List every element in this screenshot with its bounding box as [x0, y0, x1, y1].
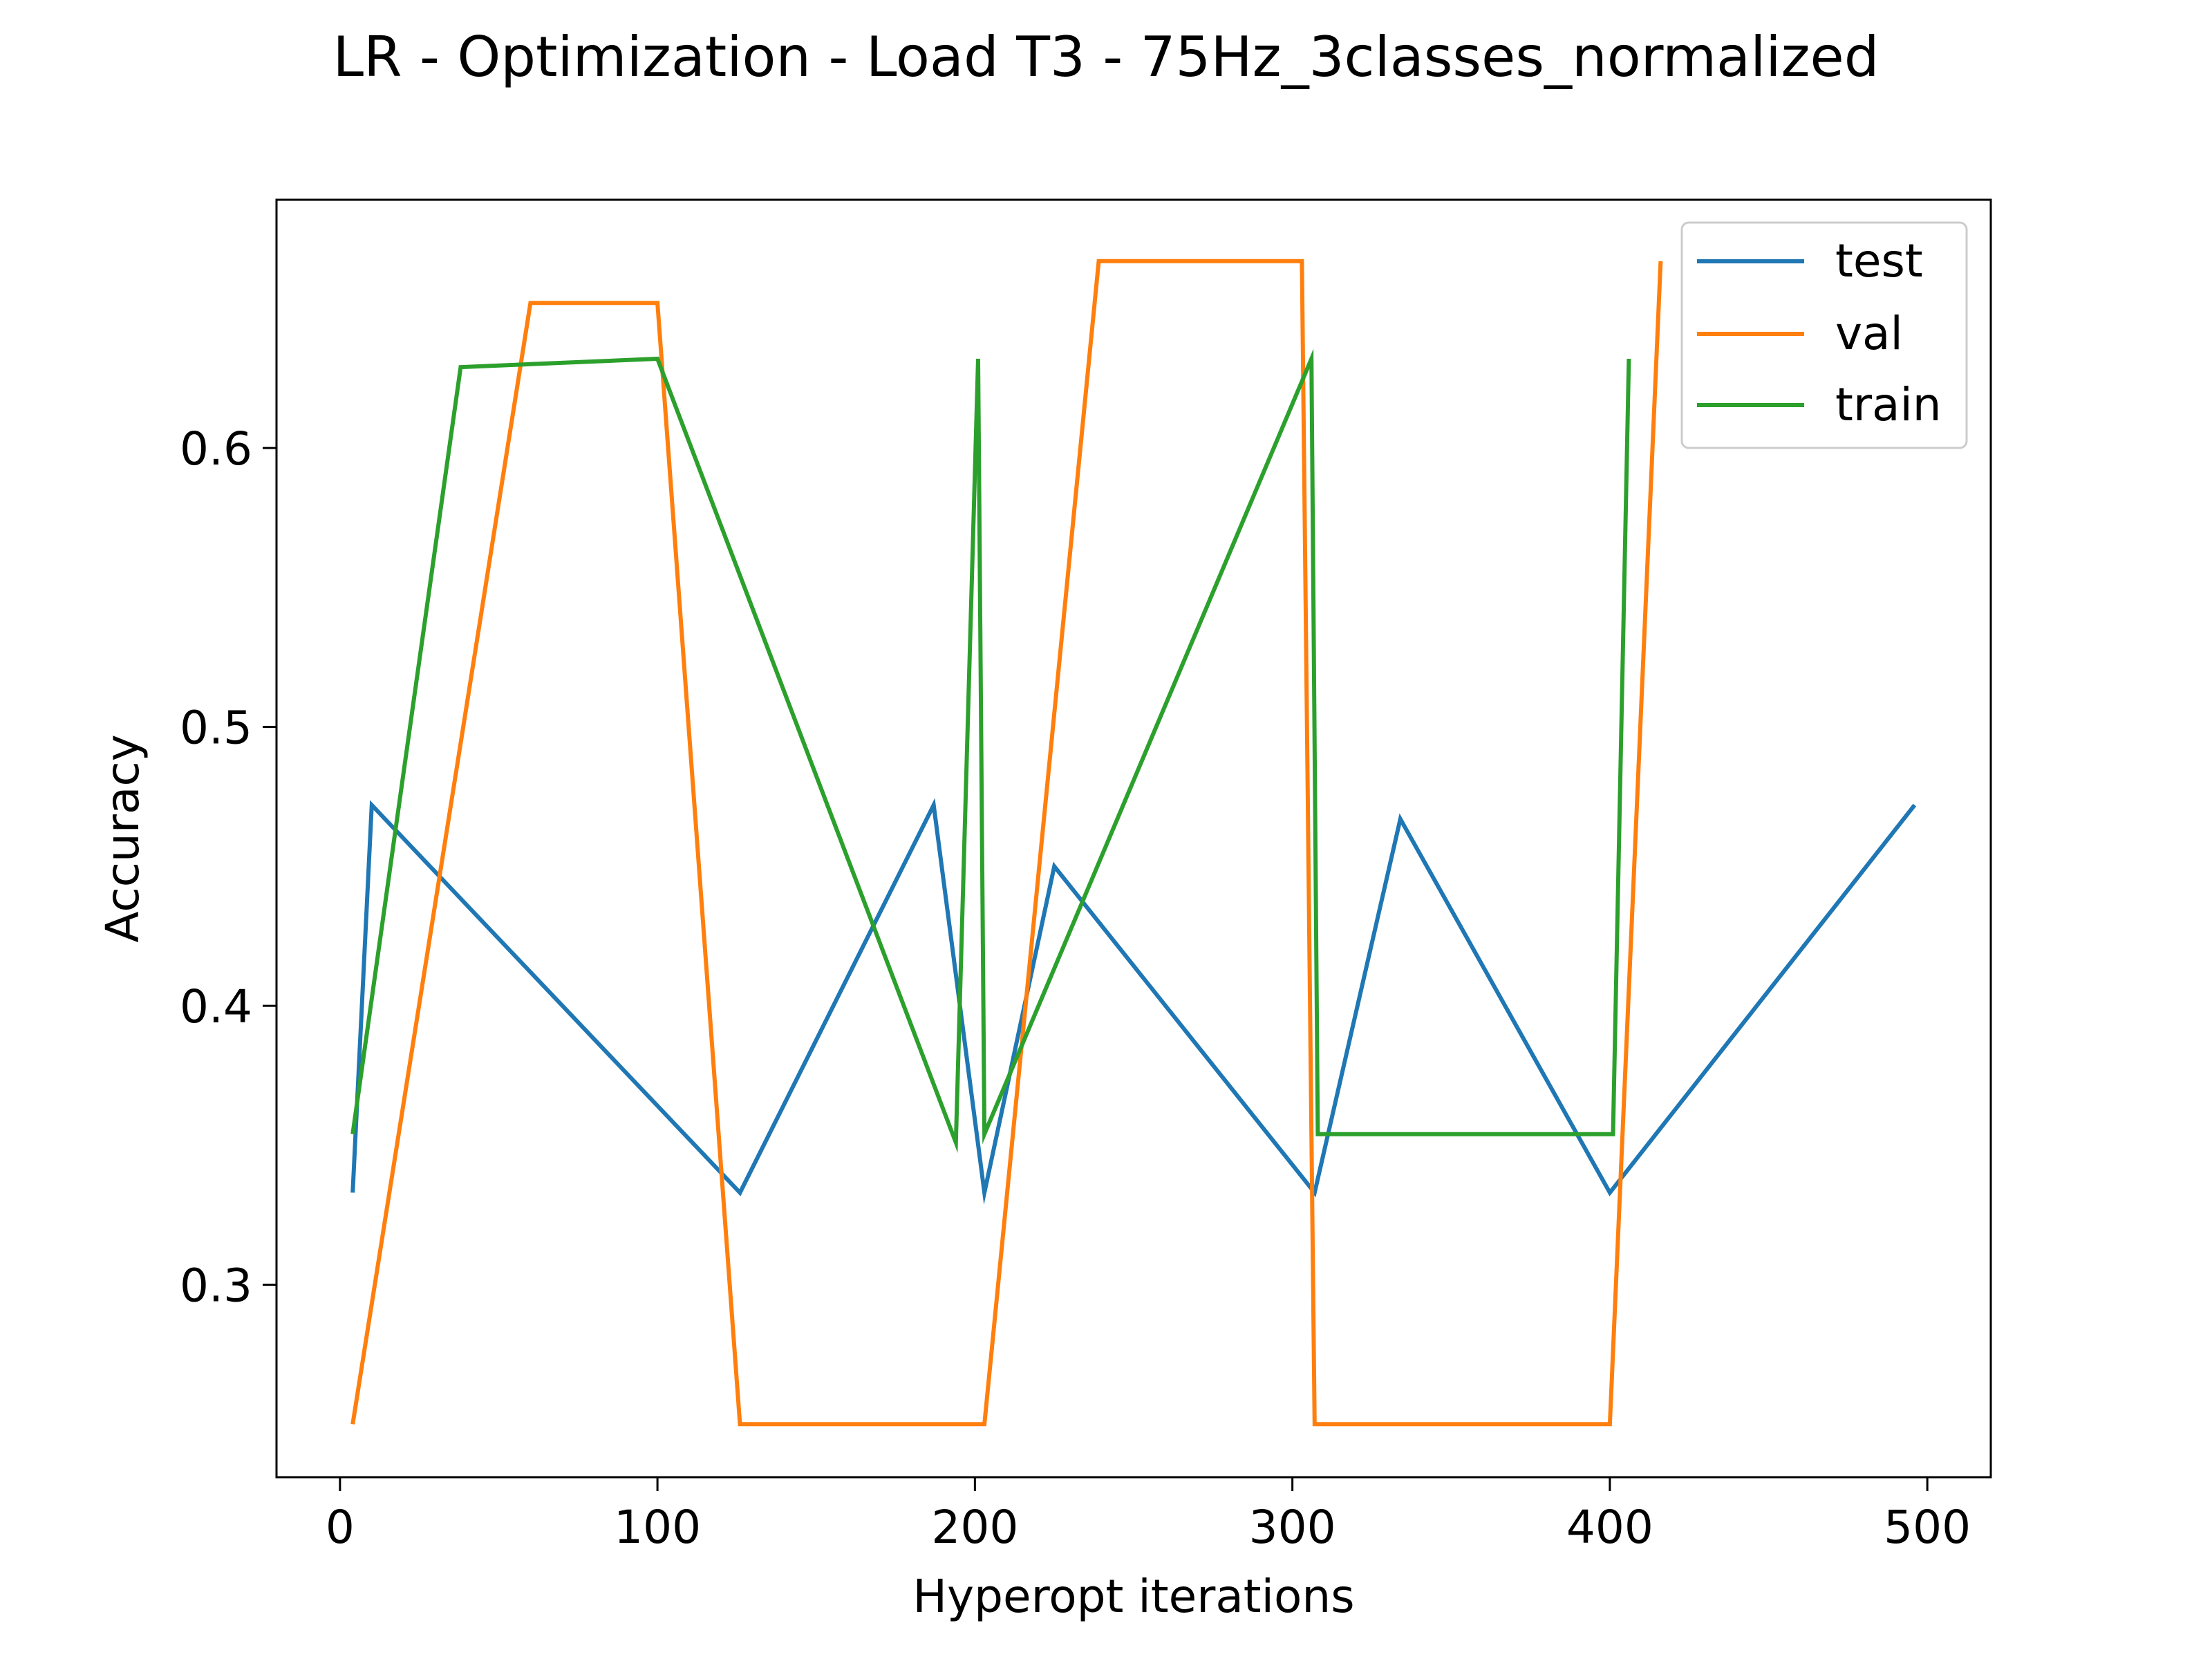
x-axis-label: Hyperopt iterations — [912, 1570, 1354, 1623]
legend-label-train: train — [1835, 378, 1942, 431]
legend-label-val: val — [1835, 307, 1903, 360]
y-axis: 0.3 0.4 0.5 0.6 — [180, 422, 276, 1313]
series-line-test — [350, 798, 1917, 1206]
y-tick-label: 0.4 — [180, 980, 252, 1033]
x-tick-label: 200 — [931, 1501, 1018, 1554]
chart-title: LR - Optimization - Load T3 - 75Hz_3clas… — [332, 25, 1879, 89]
x-axis: 0 100 200 300 400 500 — [326, 1477, 1971, 1554]
legend-box — [1680, 221, 1968, 449]
x-tick-label: 0 — [326, 1501, 355, 1554]
y-tick-label: 0.6 — [180, 422, 252, 476]
series-line-val — [350, 259, 1663, 1427]
y-axis-label: Accuracy — [96, 734, 149, 942]
legend-label-test: test — [1835, 234, 1923, 288]
series-line-train — [350, 348, 1631, 1153]
x-tick-label: 400 — [1566, 1501, 1653, 1554]
y-tick-label: 0.3 — [180, 1259, 252, 1313]
plot-lines — [350, 259, 1917, 1427]
legend: test val train — [1680, 221, 1968, 449]
x-tick-label: 500 — [1884, 1501, 1971, 1554]
y-tick-label: 0.5 — [180, 702, 252, 755]
plot-frame — [275, 198, 1992, 1479]
x-tick-label: 300 — [1249, 1501, 1336, 1554]
x-tick-label: 100 — [614, 1501, 701, 1554]
